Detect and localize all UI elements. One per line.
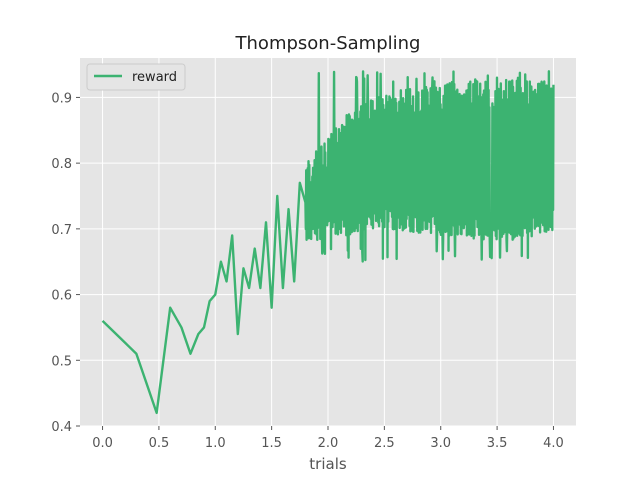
x-tick-label: 1.0 xyxy=(205,436,226,451)
y-axis-ticks: 0.4 0.5 0.6 0.7 0.8 0.9 xyxy=(51,91,80,435)
y-tick-label: 0.5 xyxy=(51,354,72,369)
y-tick-label: 0.9 xyxy=(51,91,72,106)
legend-label-reward: reward xyxy=(132,70,177,85)
x-axis-ticks: 0.0 0.5 1.0 1.5 2.0 2.5 3.0 3.5 4.0 xyxy=(92,426,564,451)
y-tick-label: 0.8 xyxy=(51,157,72,172)
legend-box xyxy=(86,63,186,91)
y-tick-label: 0.6 xyxy=(51,289,72,304)
x-tick-label: 0.0 xyxy=(92,436,113,451)
x-tick-label: 0.5 xyxy=(149,436,170,451)
x-tick-label: 1.5 xyxy=(261,436,282,451)
chart-title: Thompson-Sampling xyxy=(235,33,421,54)
series-layer xyxy=(101,70,555,415)
y-tick-label: 0.7 xyxy=(51,223,72,238)
x-tick-label: 3.5 xyxy=(487,436,508,451)
series-line-reward xyxy=(101,70,555,415)
y-tick-label: 0.4 xyxy=(51,420,72,435)
x-tick-label: 3.0 xyxy=(430,436,451,451)
x-tick-label: 2.0 xyxy=(318,436,339,451)
x-tick-label: 4.0 xyxy=(543,436,564,451)
x-axis-label: trials xyxy=(309,455,347,473)
legend: reward xyxy=(86,63,186,91)
x-tick-label: 2.5 xyxy=(374,436,395,451)
